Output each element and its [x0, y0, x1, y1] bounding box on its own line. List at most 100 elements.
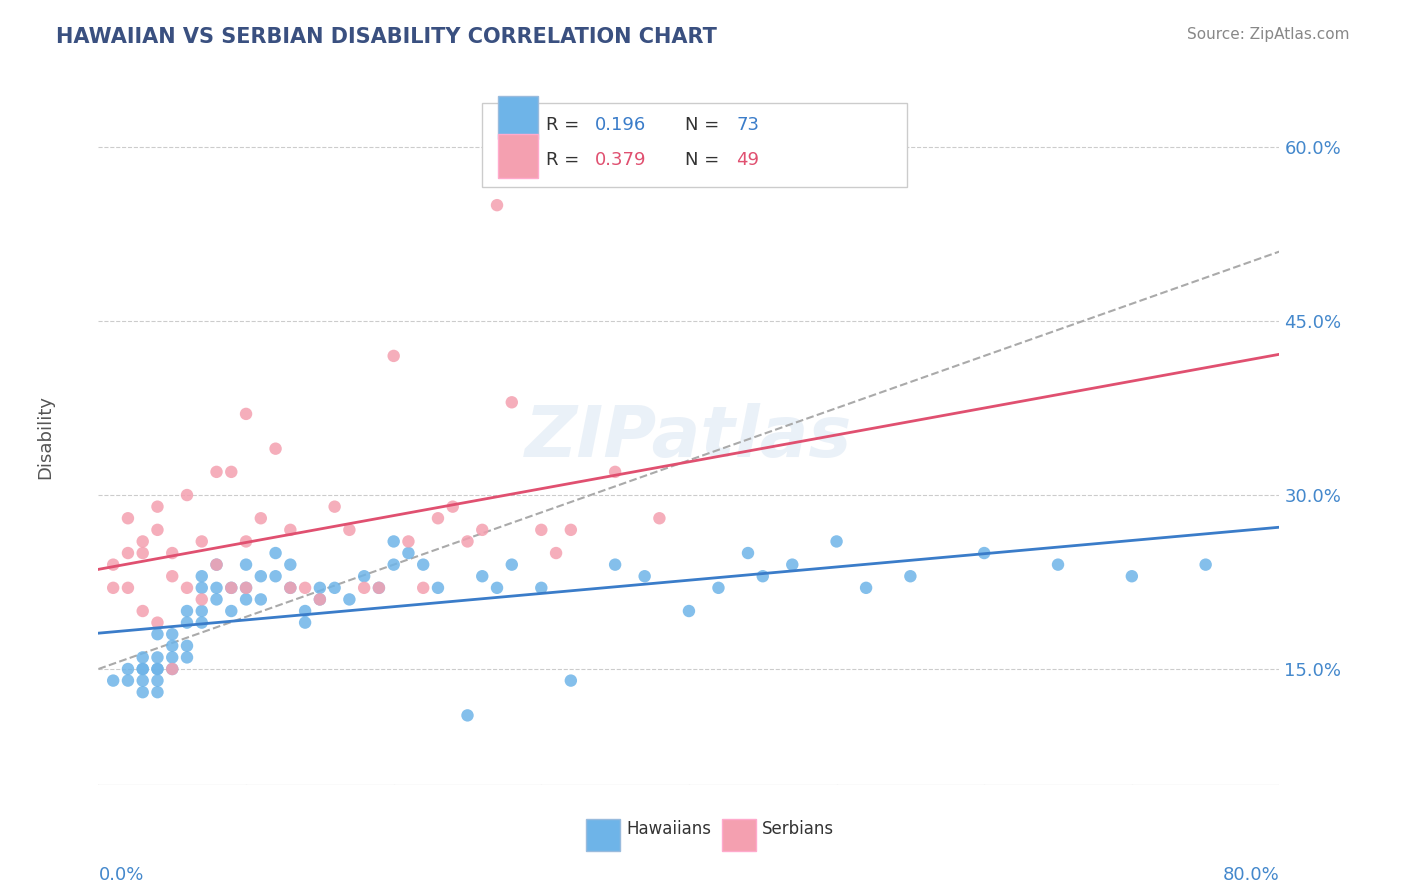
- Point: [132, 662, 155, 676]
- Text: Hawaiians: Hawaiians: [626, 821, 711, 838]
- Point: [103, 581, 125, 595]
- Point: [382, 558, 405, 572]
- FancyBboxPatch shape: [586, 819, 620, 851]
- Point: [707, 581, 730, 595]
- Point: [146, 615, 169, 630]
- Text: N =: N =: [685, 116, 725, 135]
- Point: [825, 534, 848, 549]
- Point: [176, 650, 198, 665]
- Point: [1195, 558, 1218, 572]
- Point: [176, 604, 198, 618]
- Text: 80.0%: 80.0%: [1223, 866, 1279, 884]
- Point: [264, 546, 287, 560]
- Text: 49: 49: [737, 151, 759, 169]
- Point: [235, 534, 257, 549]
- Point: [605, 465, 627, 479]
- Point: [309, 592, 332, 607]
- Point: [191, 604, 214, 618]
- Point: [103, 558, 125, 572]
- Point: [294, 581, 316, 595]
- Point: [398, 546, 420, 560]
- Point: [146, 662, 169, 676]
- Point: [457, 534, 479, 549]
- Point: [191, 581, 214, 595]
- Point: [309, 592, 332, 607]
- Point: [132, 546, 155, 560]
- Point: [162, 546, 183, 560]
- Point: [103, 673, 125, 688]
- Point: [250, 569, 273, 583]
- Point: [368, 581, 391, 595]
- Point: [146, 650, 169, 665]
- Point: [471, 569, 494, 583]
- Point: [235, 407, 257, 421]
- Point: [900, 569, 922, 583]
- Point: [605, 558, 627, 572]
- Point: [560, 673, 582, 688]
- Point: [782, 558, 804, 572]
- Point: [146, 662, 169, 676]
- Text: R =: R =: [546, 116, 585, 135]
- Point: [471, 523, 494, 537]
- Point: [264, 442, 287, 456]
- Point: [280, 523, 302, 537]
- Point: [117, 581, 139, 595]
- Point: [162, 650, 183, 665]
- Point: [117, 673, 139, 688]
- Point: [146, 685, 169, 699]
- Point: [221, 465, 243, 479]
- Point: [221, 581, 243, 595]
- Point: [457, 708, 479, 723]
- Point: [427, 581, 450, 595]
- Point: [441, 500, 464, 514]
- Point: [353, 569, 375, 583]
- Point: [339, 523, 361, 537]
- Point: [162, 662, 183, 676]
- Point: [235, 558, 257, 572]
- Point: [205, 592, 228, 607]
- Point: [530, 523, 553, 537]
- Point: [146, 673, 169, 688]
- Point: [221, 604, 243, 618]
- Point: [501, 395, 523, 409]
- Point: [382, 349, 405, 363]
- Point: [117, 511, 139, 525]
- Point: [176, 639, 198, 653]
- Text: Serbians: Serbians: [762, 821, 834, 838]
- FancyBboxPatch shape: [498, 135, 537, 178]
- Point: [146, 500, 169, 514]
- Point: [382, 534, 405, 549]
- Point: [250, 511, 273, 525]
- Point: [132, 650, 155, 665]
- Point: [294, 604, 316, 618]
- Point: [398, 534, 420, 549]
- Point: [250, 592, 273, 607]
- Point: [132, 534, 155, 549]
- Point: [855, 581, 877, 595]
- Point: [486, 198, 509, 212]
- Point: [339, 592, 361, 607]
- Point: [280, 581, 302, 595]
- Point: [162, 569, 183, 583]
- Point: [412, 581, 434, 595]
- Point: [280, 558, 302, 572]
- Point: [146, 523, 169, 537]
- Point: [146, 627, 169, 641]
- Point: [501, 558, 523, 572]
- Point: [205, 581, 228, 595]
- Text: N =: N =: [685, 151, 725, 169]
- Point: [132, 604, 155, 618]
- Point: [176, 488, 198, 502]
- Point: [486, 581, 509, 595]
- Point: [412, 558, 434, 572]
- Point: [191, 569, 214, 583]
- Text: HAWAIIAN VS SERBIAN DISABILITY CORRELATION CHART: HAWAIIAN VS SERBIAN DISABILITY CORRELATI…: [56, 27, 717, 46]
- Point: [530, 581, 553, 595]
- Point: [235, 581, 257, 595]
- Point: [235, 592, 257, 607]
- Point: [1046, 558, 1070, 572]
- Point: [132, 662, 155, 676]
- Text: 0.196: 0.196: [595, 116, 645, 135]
- Point: [162, 639, 183, 653]
- Text: Source: ZipAtlas.com: Source: ZipAtlas.com: [1187, 27, 1350, 42]
